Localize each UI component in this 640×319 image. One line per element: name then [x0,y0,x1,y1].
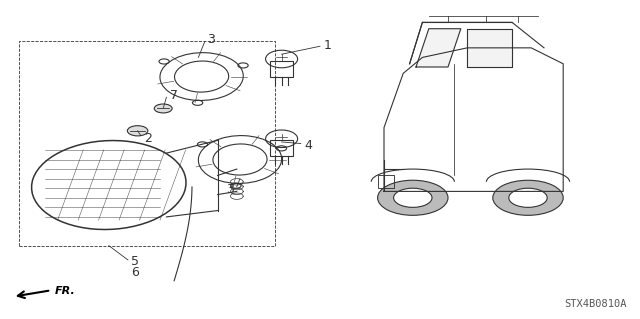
Bar [270,61,293,77]
Polygon shape [416,29,461,67]
Circle shape [127,126,148,136]
Circle shape [509,188,547,207]
Bar [19,41,275,246]
Text: 6: 6 [131,266,139,279]
Text: 2: 2 [144,132,152,145]
Text: 4: 4 [304,139,312,152]
Circle shape [154,104,172,113]
Circle shape [493,180,563,215]
Text: 7: 7 [170,89,178,102]
Text: 3: 3 [226,183,234,196]
Text: 1: 1 [323,39,331,52]
Polygon shape [467,29,512,67]
Bar [270,140,293,156]
Circle shape [378,180,448,215]
Bar [378,175,394,188]
Text: 5: 5 [131,255,140,268]
Text: 3: 3 [207,33,214,46]
Text: STX4B0810A: STX4B0810A [564,300,627,309]
Circle shape [394,188,432,207]
Text: FR.: FR. [54,286,75,296]
